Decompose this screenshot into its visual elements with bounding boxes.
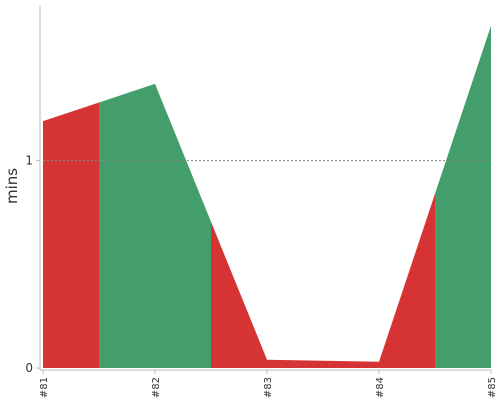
y-axis-label: mins <box>3 168 21 204</box>
x-tick-label-build-83: #83 <box>263 377 274 398</box>
x-tick-label-build-85: #85 <box>487 377 498 398</box>
x-tick-label-build-84: #84 <box>375 377 386 398</box>
y-tick-label: 0 <box>25 361 33 375</box>
x-tick-label-build-82: #82 <box>151 377 162 398</box>
y-axis-ticks: 01 <box>25 154 40 375</box>
y-tick-label: 1 <box>25 154 33 168</box>
area-segment-build-84 <box>323 193 435 368</box>
area-segment-build-82 <box>99 83 211 368</box>
duration-area-series <box>43 25 491 369</box>
x-axis-ticks: #81 #82 #83 #84 #85 <box>39 370 498 398</box>
area-segment-build-85 <box>435 25 491 369</box>
area-segment-build-83 <box>211 221 323 368</box>
area-segment-build-81 <box>43 102 99 369</box>
x-tick-label-build-81: #81 <box>39 377 50 398</box>
